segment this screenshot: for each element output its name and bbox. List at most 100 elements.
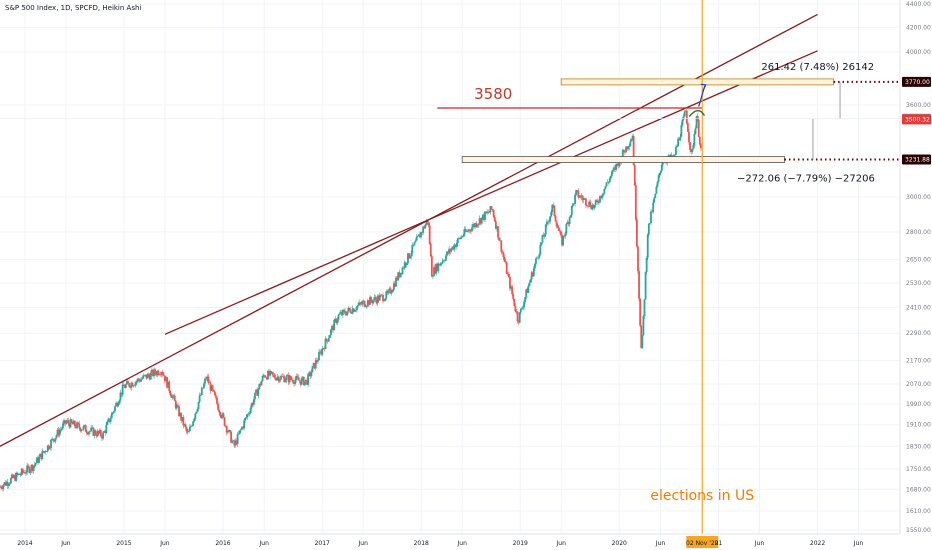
candle-body <box>287 375 290 383</box>
candle-body <box>387 290 390 294</box>
candle-body <box>149 372 152 380</box>
candle-body <box>396 277 399 281</box>
candle-body <box>496 226 498 229</box>
candle-body <box>362 300 365 302</box>
candle-body <box>2 485 5 489</box>
candle-body <box>209 382 212 391</box>
upper-zone[interactable] <box>560 78 834 86</box>
candle-body <box>598 202 600 203</box>
candle-body <box>172 395 175 397</box>
candle-body <box>90 427 93 431</box>
candle-body <box>60 428 63 430</box>
candle-body <box>453 244 456 250</box>
candle-body <box>179 413 182 417</box>
candle-body <box>379 294 382 296</box>
candle-body <box>69 419 72 428</box>
candle-body <box>305 379 307 382</box>
price-tag-close-text: 3500.32 <box>905 116 930 123</box>
plot-background <box>0 0 900 534</box>
candle-body <box>647 223 650 235</box>
candle-body <box>366 300 369 306</box>
candle-body <box>417 234 420 236</box>
candle-body <box>300 378 303 385</box>
candle-body <box>527 285 530 293</box>
candle-body <box>220 416 223 418</box>
candle-body <box>501 251 504 253</box>
candle-body <box>395 277 397 287</box>
candle-body <box>70 419 73 423</box>
candle-body <box>392 283 395 290</box>
candle-body <box>102 432 104 439</box>
candle-body <box>53 440 56 442</box>
trend-line-long[interactable] <box>0 13 818 447</box>
candle-body <box>580 195 583 198</box>
candle-body <box>20 468 23 475</box>
candle-body <box>230 431 233 443</box>
candle-body <box>68 423 71 428</box>
candle-body <box>134 382 137 386</box>
candle-body <box>500 240 503 252</box>
candle-body <box>465 230 468 232</box>
candle-body <box>473 224 476 228</box>
candle-body <box>644 272 647 300</box>
candle-body <box>493 216 496 222</box>
candle-body <box>76 422 78 429</box>
candle-body <box>13 475 16 478</box>
candle-body <box>322 348 325 349</box>
candle-body <box>113 411 115 413</box>
resistance-label: 3580 <box>474 85 512 103</box>
y-tick-label: 2410.00 <box>906 304 931 311</box>
candle-body <box>583 198 586 199</box>
candle-body <box>571 203 574 206</box>
candle-body <box>634 185 637 220</box>
candle-body <box>4 482 7 486</box>
candle-body <box>637 246 639 272</box>
candle-body <box>375 299 378 304</box>
price-tag-upper-zone-text: 3770.00 <box>905 79 930 86</box>
candle-body <box>662 162 664 165</box>
candle-body <box>424 224 427 229</box>
candle-body <box>320 351 323 355</box>
candle-body <box>137 378 140 381</box>
candle-body <box>309 372 312 377</box>
candle-body <box>330 329 332 336</box>
trend-line-short[interactable] <box>164 50 818 335</box>
candle-body <box>629 141 632 146</box>
candle-body <box>359 302 362 304</box>
candle-body <box>643 299 646 317</box>
candle-body <box>301 376 304 379</box>
candle-body <box>275 377 278 381</box>
candle-body <box>543 234 546 237</box>
candle-body <box>205 378 208 380</box>
candle-body <box>678 138 681 141</box>
candle-body <box>416 235 419 237</box>
candle-body <box>592 204 595 209</box>
candle-body <box>555 221 558 227</box>
candle-body <box>34 462 37 465</box>
candle-body <box>538 254 541 258</box>
candle-body <box>344 310 346 314</box>
candle-body <box>554 216 557 222</box>
candle-body <box>339 312 342 314</box>
candle-body <box>402 267 405 269</box>
candle-body <box>46 445 49 452</box>
candle-body <box>370 297 372 301</box>
drawing-overlays[interactable]: 3580 261.42 (7.48%) 26142 −272.06 (−7.79%)… <box>0 0 900 534</box>
x-axis[interactable]: 2014 Jun 2015 Jun 2016 Jun 2017 Jun 2018 Jun 2019 J… <box>17 536 863 548</box>
candle-body <box>0 486 2 489</box>
x-tick-label: Jun <box>60 540 71 547</box>
candle-body <box>232 440 235 442</box>
candle-body <box>654 193 657 198</box>
candle-body <box>109 418 112 422</box>
candle-body <box>142 375 145 379</box>
candle-body <box>518 312 521 323</box>
candle-body <box>692 145 695 149</box>
candle-body <box>529 279 532 283</box>
lower-zone[interactable] <box>461 156 785 163</box>
candle-body <box>475 223 478 227</box>
y-axis[interactable]: 4400.004200.004000.003770.003600.003504.… <box>906 1 931 534</box>
candle-body <box>193 418 196 422</box>
candle-body <box>203 383 205 389</box>
